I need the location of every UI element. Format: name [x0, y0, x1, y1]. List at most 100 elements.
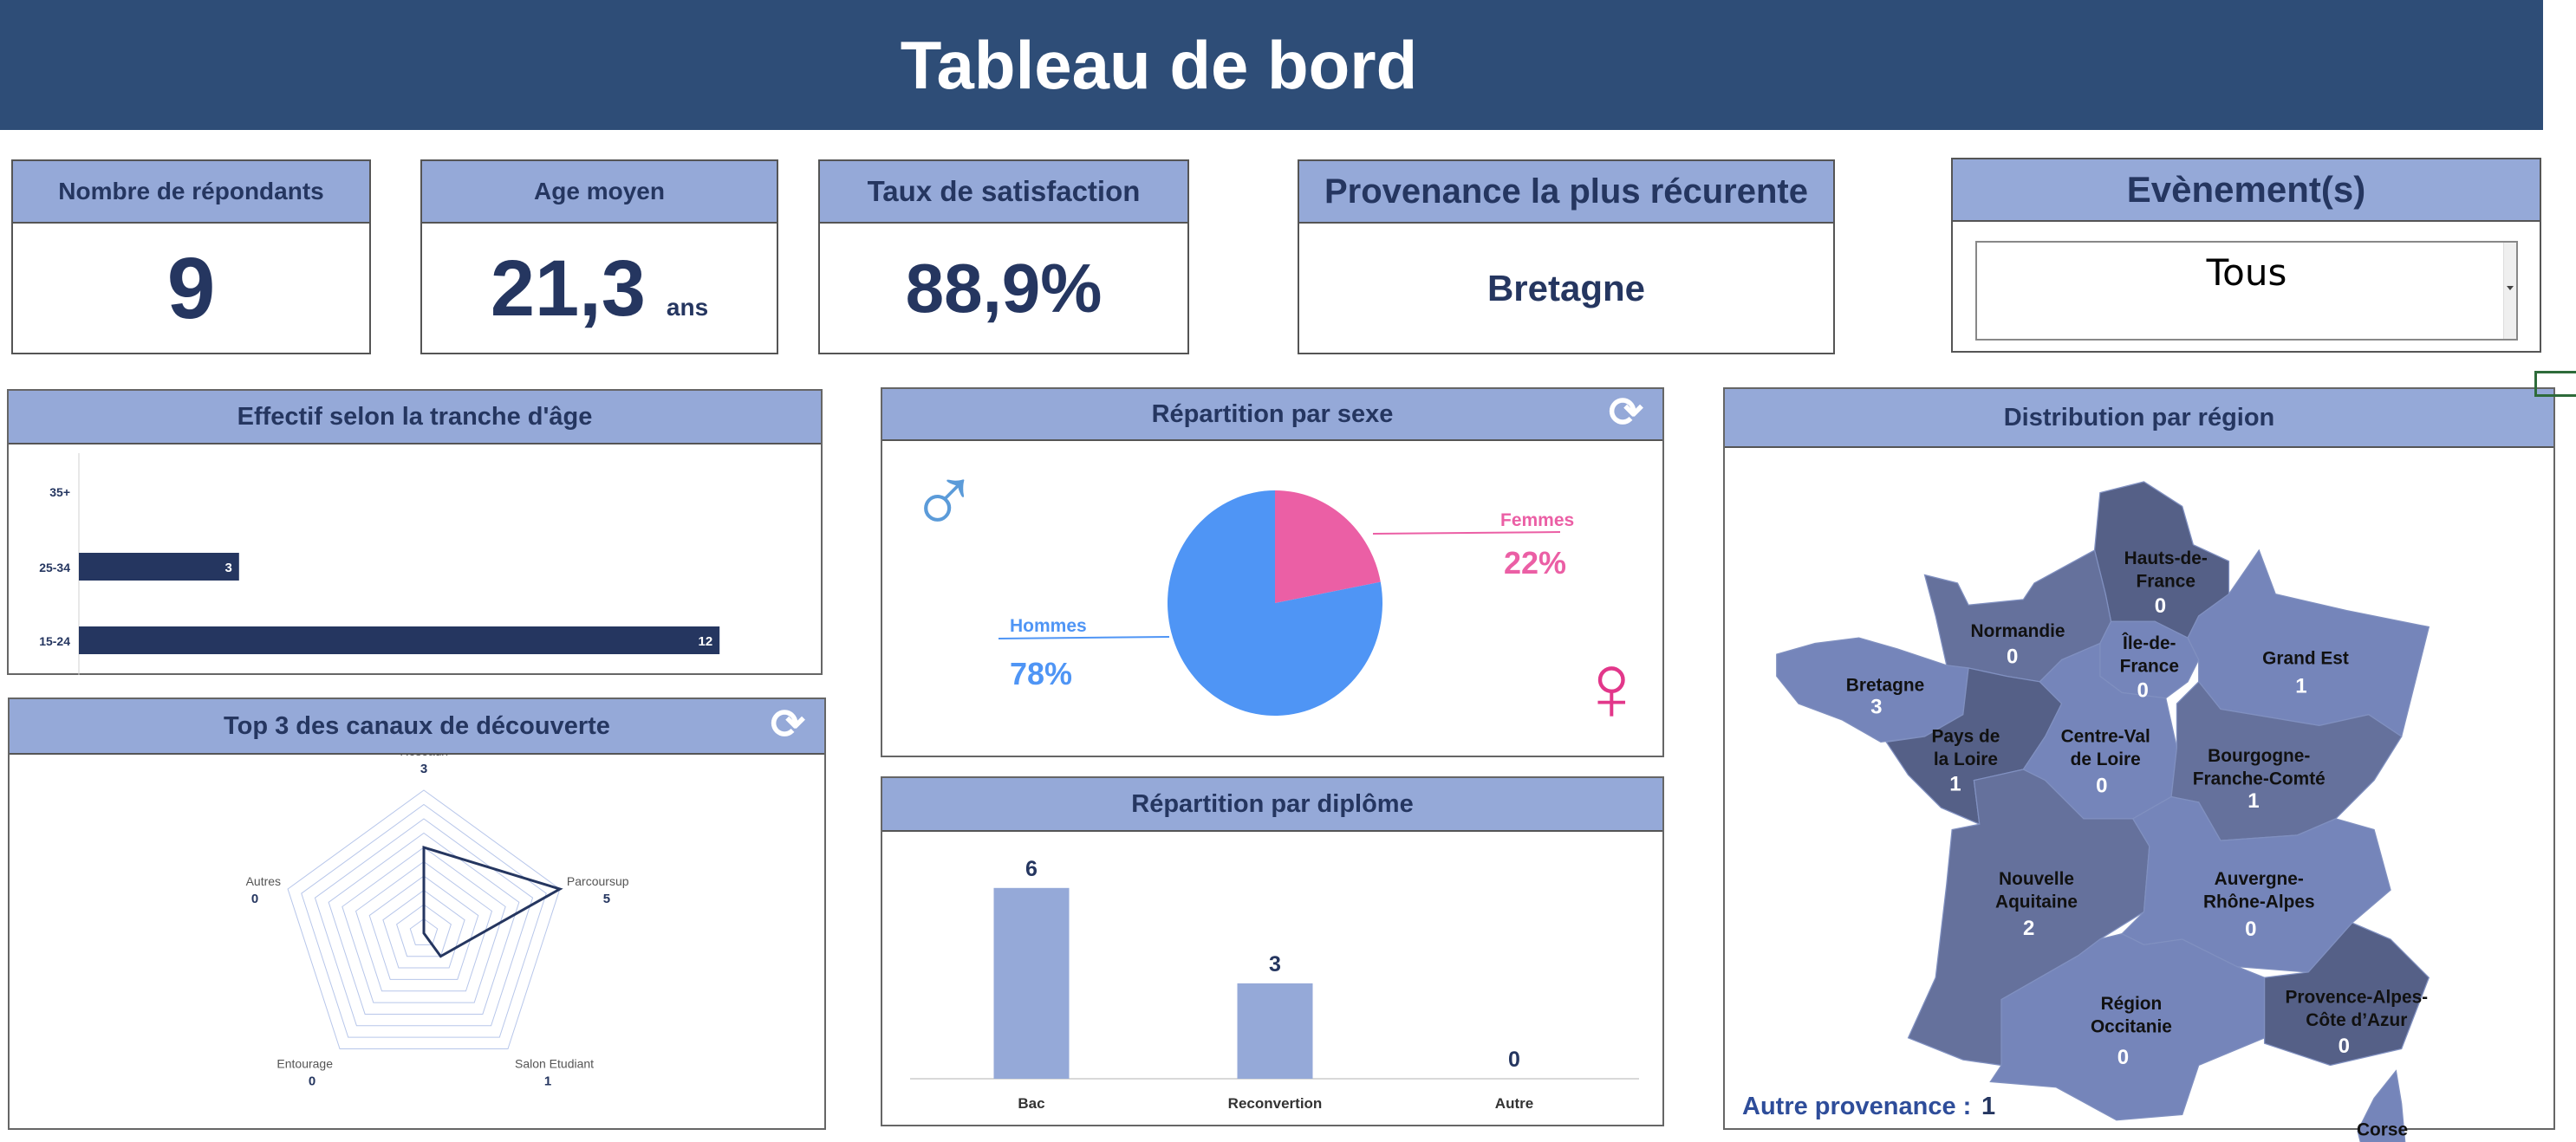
kpi-satisfaction-value: 88,9% — [905, 250, 1103, 327]
kpi-age-label: Age moyen — [422, 161, 777, 224]
radar-grid-ring — [287, 789, 561, 1049]
region-name-label: Nouvelle — [1999, 869, 2074, 889]
region-name-label: Pays de — [1932, 726, 2000, 746]
channels-chart-header: Top 3 des canaux de découverte ⟳ — [10, 699, 824, 755]
region-count-label: 0 — [2339, 1035, 2350, 1058]
region-count-label: 0 — [2155, 594, 2166, 618]
pie-value-hommes: 78% — [1010, 656, 1073, 691]
radar-value-label: 0 — [309, 1074, 315, 1088]
diploma-value-label: 0 — [1508, 1048, 1520, 1072]
radar-value-label: 5 — [603, 892, 610, 906]
kpi-origin-value: Bretagne — [1486, 268, 1646, 308]
radar-value-label: 3 — [420, 762, 427, 776]
age-bar-label: 12 — [699, 634, 713, 649]
region-count-label: 3 — [1870, 695, 1882, 718]
sex-chart-header: Répartition par sexe ⟳ — [882, 389, 1662, 441]
region-count-label: 2 — [2023, 917, 2034, 940]
events-selected-value: Tous — [2206, 251, 2287, 294]
dashboard-banner: Tableau de bord — [0, 0, 2543, 130]
radar-axis-label: Salon Etudiant — [515, 1056, 594, 1070]
pie-label-hommes: Hommes — [1010, 616, 1087, 636]
region-count-label: 0 — [2007, 645, 2018, 668]
pie-leader-femmes — [1372, 531, 1561, 535]
kpi-age-value-row: 21,3 ans — [422, 224, 777, 354]
kpi-respondents-value: 9 — [166, 239, 216, 337]
radar-value-label: 0 — [251, 892, 258, 906]
radar-grid-ring — [368, 875, 479, 980]
age-bar — [79, 553, 239, 581]
region-count-label: 1 — [2247, 789, 2259, 813]
other-origin-value: 1 — [1981, 1093, 1996, 1120]
diploma-value-label: 6 — [1025, 857, 1038, 881]
age-bar — [79, 626, 720, 654]
kpi-age-unit: ans — [666, 294, 709, 321]
region-count-label: 1 — [1949, 773, 1961, 796]
kpi-satisfaction-card: Taux de satisfaction 88,9% — [818, 159, 1189, 354]
events-scrollbar[interactable] — [2503, 243, 2516, 339]
selection-handle — [2534, 371, 2576, 397]
region-name-label: Région — [2101, 994, 2163, 1014]
events-listbox[interactable]: Tous — [1975, 241, 2518, 341]
region-name-label: Aquitaine — [1995, 892, 2078, 912]
diploma-chart-title: Répartition par diplôme — [882, 778, 1662, 832]
age-bar-chart: 35+ 25-34 3 15-24 12 — [39, 453, 720, 675]
kpi-respondents-card: Nombre de répondants 9 — [11, 159, 371, 354]
radar-axis-label: Entourage — [276, 1056, 333, 1070]
region-name-label: la Loire — [1934, 749, 1998, 769]
pie-value-femmes: 22% — [1504, 545, 1567, 581]
france-region-map: Hauts-de-France0Normandie0Île-de-France0… — [1776, 481, 2430, 1142]
age-chart-panel: Effectif selon la tranche d'âge 35+ 25-34… — [7, 389, 823, 675]
refresh-icon[interactable]: ⟳ — [770, 702, 805, 748]
channels-chart-panel: Top 3 des canaux de découverte ⟳ Réseaux… — [8, 698, 826, 1130]
radar-value-label: 1 — [544, 1074, 551, 1088]
region-count-label: 0 — [2137, 678, 2149, 702]
kpi-events-label: Evènement(s) — [1953, 159, 2540, 222]
region-name-label: Corse — [2357, 1119, 2408, 1139]
kpi-respondents-label: Nombre de répondants — [13, 161, 369, 224]
radar-grid-ring — [342, 847, 506, 1003]
radar-series-line — [422, 845, 563, 958]
region-name-label: Île-de- — [2122, 633, 2176, 653]
male-symbol-icon: ♂ — [908, 444, 980, 550]
radar-grid-ring — [396, 904, 452, 957]
dropdown-arrow-icon[interactable] — [2507, 286, 2514, 290]
page-title: Tableau de bord — [900, 26, 1418, 103]
pie-slice-hommes — [1168, 490, 1382, 716]
radar-grid-ring — [409, 918, 439, 945]
radar-axis-label: Autres — [246, 874, 281, 888]
region-name-label: Franche-Comté — [2193, 769, 2326, 789]
region-name-label: Côte d’Azur — [2306, 1010, 2407, 1030]
radar-axis-label: Parcoursup — [567, 874, 629, 888]
diploma-bar — [1237, 983, 1313, 1079]
diploma-category-label: Bac — [1018, 1095, 1044, 1112]
radar-axis-label: Réseaux — [400, 755, 447, 758]
region-count-label: 0 — [2245, 918, 2256, 941]
age-chart-title: Effectif selon la tranche d'âge — [9, 391, 821, 444]
kpi-events-card: Evènement(s) Tous — [1951, 158, 2541, 353]
sex-chart-panel: Répartition par sexe ⟳ ♂ ♀ Femmes 22% Ho… — [881, 387, 1664, 757]
region-name-label: Centre-Val — [2061, 726, 2150, 746]
pie-leader-hommes — [998, 636, 1170, 639]
radar-grid-ring — [328, 832, 520, 1015]
region-name-label: Bourgogne- — [2208, 746, 2310, 766]
region-count-label: 0 — [2117, 1046, 2129, 1069]
kpi-origin-card: Provenance la plus récurente Bretagne — [1298, 159, 1835, 354]
radar-grid-ring — [382, 889, 465, 969]
sex-pie-chart — [998, 490, 1561, 716]
region-name-label: Hauts-de- — [2124, 548, 2208, 568]
region-name-label: France — [2137, 571, 2195, 591]
region-name-label: de Loire — [2071, 749, 2141, 769]
region-name-label: Normandie — [1971, 621, 2065, 641]
channels-chart-title: Top 3 des canaux de découverte — [224, 711, 610, 740]
female-symbol-icon: ♀ — [1576, 634, 1648, 741]
region-name-label: France — [2120, 656, 2179, 676]
kpi-satisfaction-label: Taux de satisfaction — [820, 161, 1187, 224]
refresh-icon[interactable]: ⟳ — [1608, 390, 1643, 436]
map-region-corse — [2357, 1069, 2406, 1142]
kpi-age-card: Age moyen 21,3 ans — [420, 159, 778, 354]
region-count-label: 0 — [2096, 775, 2107, 798]
region-name-label: Bretagne — [1846, 676, 1924, 696]
region-name-label: Rhône-Alpes — [2203, 892, 2315, 912]
kpi-age-value: 21,3 — [490, 244, 646, 333]
region-name-label: Occitanie — [2091, 1017, 2172, 1037]
